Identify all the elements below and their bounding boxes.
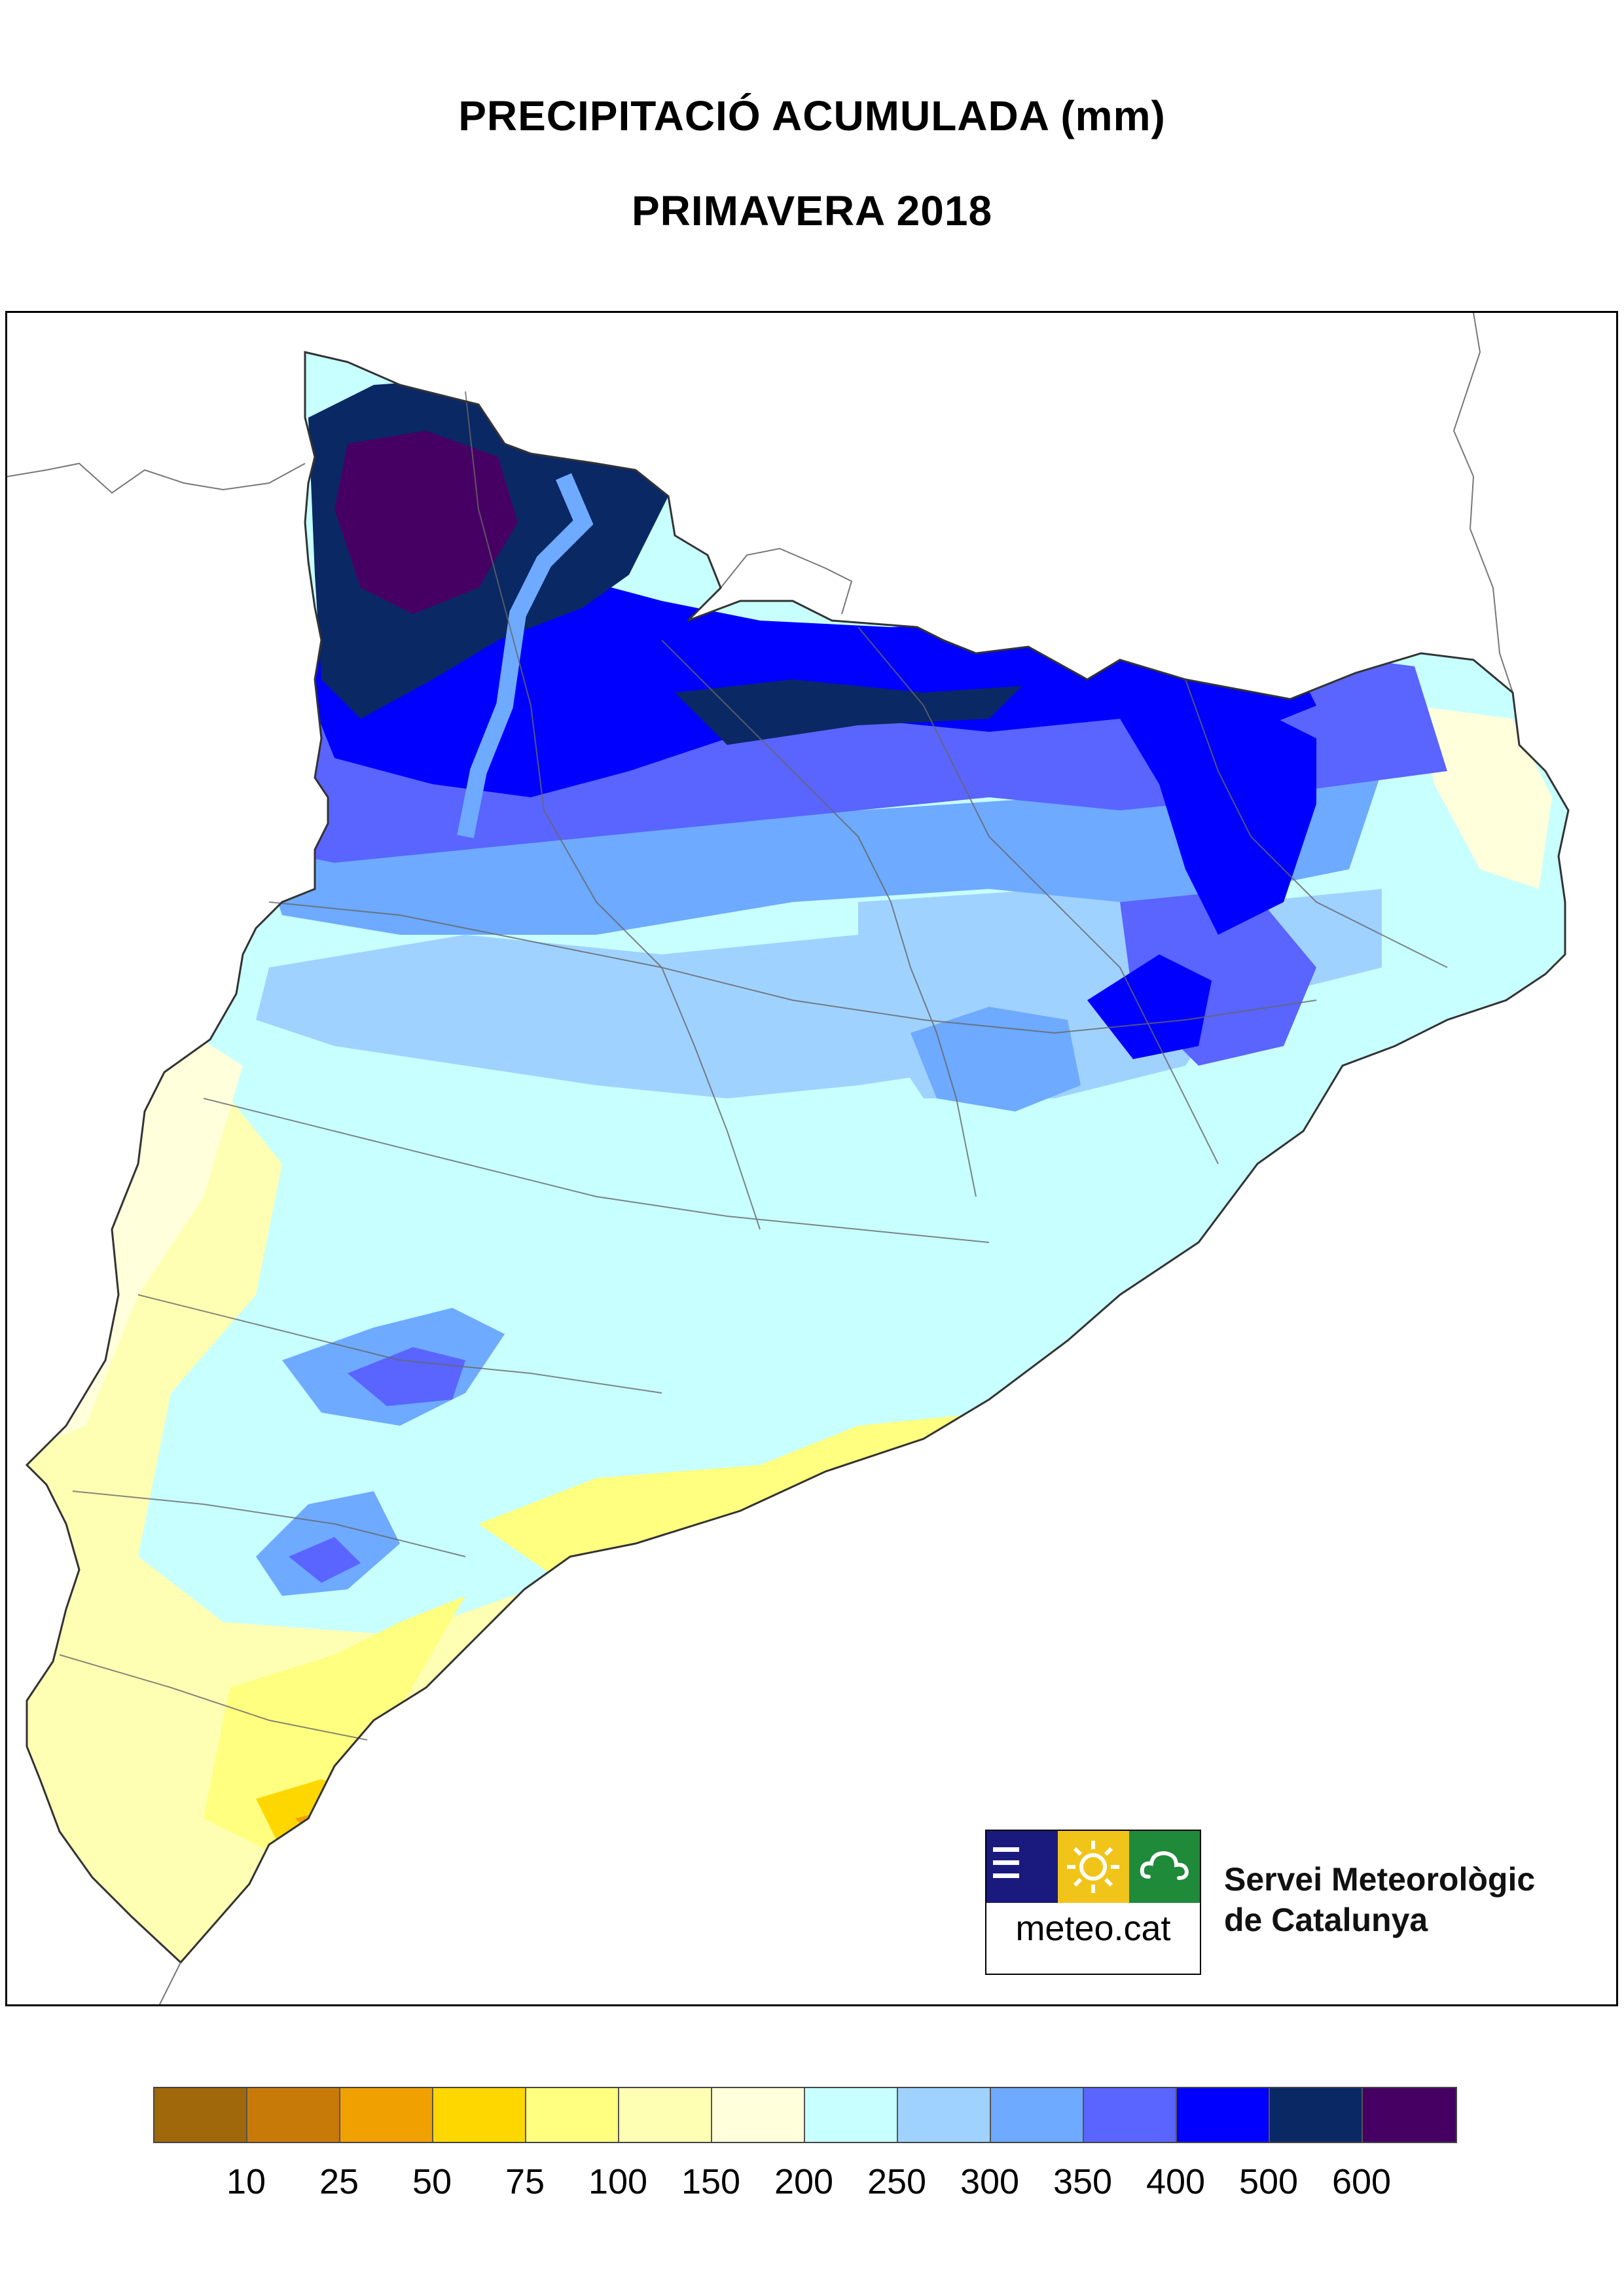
legend-tick-label: 250 (867, 2162, 927, 2201)
map-subtitle: PRIMAVERA 2018 (631, 187, 993, 234)
map-title: PRECIPITACIÓ ACUMULADA (mm) (458, 92, 1166, 139)
legend-tick-label: 300 (960, 2162, 1020, 2201)
legend-tick-label: 100 (588, 2162, 648, 2201)
legend-swatch (1084, 2088, 1177, 2142)
neighbor-borders (7, 313, 1513, 693)
precipitation-fill (27, 352, 1568, 1962)
legend-tick-label: 500 (1238, 2162, 1299, 2201)
legend-tick-label: 25 (319, 2162, 359, 2201)
catalonia-outline (25, 351, 1570, 1964)
sun-icon (1058, 1831, 1129, 1903)
legend-swatch (619, 2088, 712, 2142)
legend-tick-label: 200 (774, 2162, 834, 2201)
logo-wordmark: meteo.cat (1015, 1909, 1171, 1948)
legend-tick-label: 75 (505, 2162, 545, 2201)
legend-swatch (526, 2088, 619, 2142)
agency-line-2: de Catalunya (1224, 1902, 1428, 1938)
legend-swatch (433, 2088, 526, 2142)
legend-swatch (712, 2088, 805, 2142)
legend-swatch (340, 2088, 433, 2142)
legend-swatch (1270, 2088, 1363, 2142)
legend-swatch (991, 2088, 1084, 2142)
legend-tick-label: 350 (1053, 2162, 1113, 2201)
legend-color-bar (153, 2087, 1457, 2143)
legend-tick-label: 50 (412, 2162, 452, 2201)
cloud-icon (1129, 1831, 1200, 1903)
legend-swatch (247, 2088, 340, 2142)
legend-tick-label: 10 (226, 2162, 266, 2201)
legend-swatch (154, 2088, 247, 2142)
legend-tick-label: 600 (1331, 2162, 1392, 2201)
meteocat-logo: meteo.cat (985, 1830, 1201, 1975)
agency-name: Servei Meteorològic de Catalunya (1224, 1859, 1535, 1940)
legend-swatch (1363, 2088, 1456, 2142)
agency-line-1: Servei Meteorològic (1224, 1861, 1536, 1898)
precipitation-map (5, 311, 1618, 2006)
lines-icon (986, 1831, 1058, 1903)
comarca-borders (59, 391, 1448, 1741)
legend-tick-label: 400 (1146, 2162, 1206, 2201)
legend-swatch (805, 2088, 898, 2142)
legend-swatch (898, 2088, 991, 2142)
legend-tick-label: 150 (681, 2162, 741, 2201)
legend-swatch (1177, 2088, 1270, 2142)
